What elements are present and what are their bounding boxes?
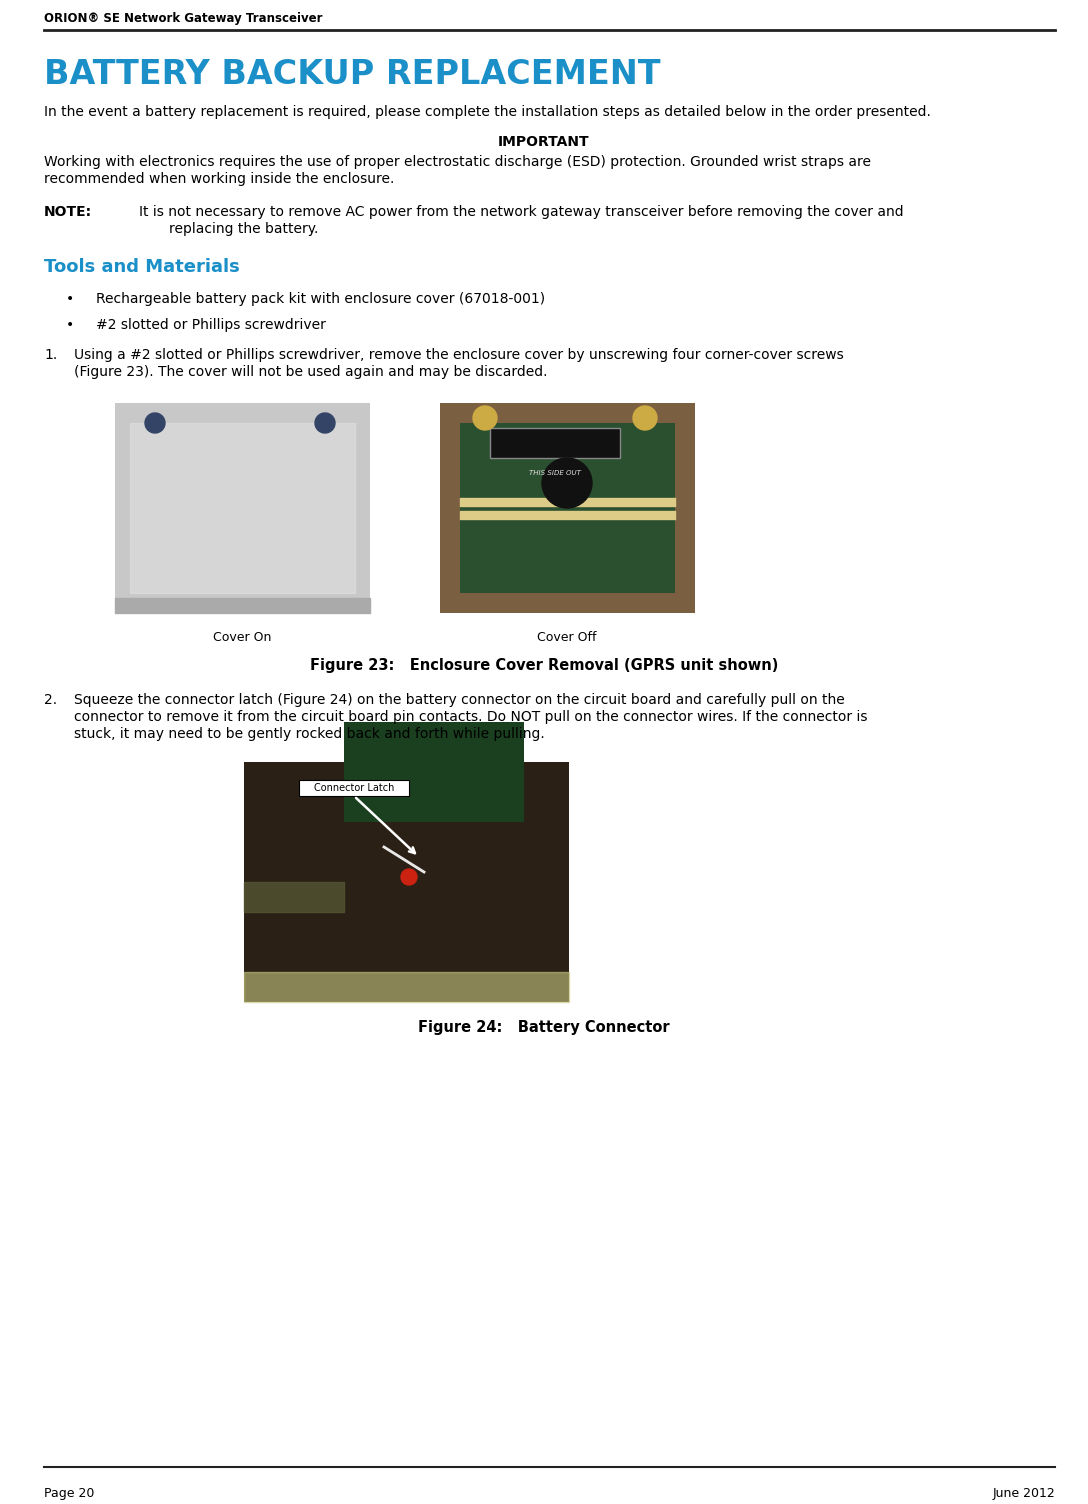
Text: connector to remove it from the circuit board pin contacts. Do NOT pull on the c: connector to remove it from the circuit … xyxy=(74,710,867,723)
Text: •: • xyxy=(66,317,74,332)
Text: Cover Off: Cover Off xyxy=(537,632,596,644)
Circle shape xyxy=(145,414,165,433)
Bar xyxy=(244,763,569,1002)
Circle shape xyxy=(401,869,417,884)
Text: Using a #2 slotted or Phillips screwdriver, remove the enclosure cover by unscre: Using a #2 slotted or Phillips screwdriv… xyxy=(74,347,844,362)
Circle shape xyxy=(316,414,335,433)
Text: It is not necessary to remove AC power from the network gateway transceiver befo: It is not necessary to remove AC power f… xyxy=(139,205,904,220)
Bar xyxy=(490,429,620,459)
Text: Cover On: Cover On xyxy=(213,632,271,644)
Text: Working with electronics requires the use of proper electrostatic discharge (ESD: Working with electronics requires the us… xyxy=(44,155,871,168)
Text: 1.: 1. xyxy=(44,347,58,362)
Text: Tools and Materials: Tools and Materials xyxy=(44,259,239,277)
Bar xyxy=(299,781,409,796)
Text: Rechargeable battery pack kit with enclosure cover (67018-001): Rechargeable battery pack kit with enclo… xyxy=(96,292,545,305)
Text: Squeeze the connector latch (Figure 24) on the battery connector on the circuit : Squeeze the connector latch (Figure 24) … xyxy=(74,693,844,707)
Text: #2 slotted or Phillips screwdriver: #2 slotted or Phillips screwdriver xyxy=(96,317,326,332)
Text: replacing the battery.: replacing the battery. xyxy=(169,223,319,236)
Text: ORION® SE Network Gateway Transceiver: ORION® SE Network Gateway Transceiver xyxy=(44,12,322,26)
Text: Page 20: Page 20 xyxy=(44,1487,95,1499)
Text: THIS SIDE OUT: THIS SIDE OUT xyxy=(529,469,581,475)
Bar xyxy=(115,403,370,614)
Text: 2.: 2. xyxy=(44,693,58,707)
Text: Connector Latch: Connector Latch xyxy=(313,784,394,793)
Text: (Figure 23). The cover will not be used again and may be discarded.: (Figure 23). The cover will not be used … xyxy=(74,365,547,379)
Circle shape xyxy=(542,459,592,508)
Text: BATTERY BACKUP REPLACEMENT: BATTERY BACKUP REPLACEMENT xyxy=(44,59,660,92)
Text: •: • xyxy=(66,292,74,305)
Text: stuck, it may need to be gently rocked back and forth while pulling.: stuck, it may need to be gently rocked b… xyxy=(74,726,545,741)
Circle shape xyxy=(473,406,497,430)
Bar xyxy=(460,423,675,593)
Bar xyxy=(440,403,695,614)
Text: In the event a battery replacement is required, please complete the installation: In the event a battery replacement is re… xyxy=(44,105,931,119)
Text: Figure 24:   Battery Connector: Figure 24: Battery Connector xyxy=(418,1020,670,1035)
Text: June 2012: June 2012 xyxy=(992,1487,1055,1499)
Text: Figure 23:   Enclosure Cover Removal (GPRS unit shown): Figure 23: Enclosure Cover Removal (GPRS… xyxy=(310,659,778,672)
Bar xyxy=(344,722,524,823)
Text: IMPORTANT: IMPORTANT xyxy=(498,135,590,149)
Text: NOTE:: NOTE: xyxy=(44,205,92,220)
Text: recommended when working inside the enclosure.: recommended when working inside the encl… xyxy=(44,171,394,186)
Circle shape xyxy=(633,406,657,430)
